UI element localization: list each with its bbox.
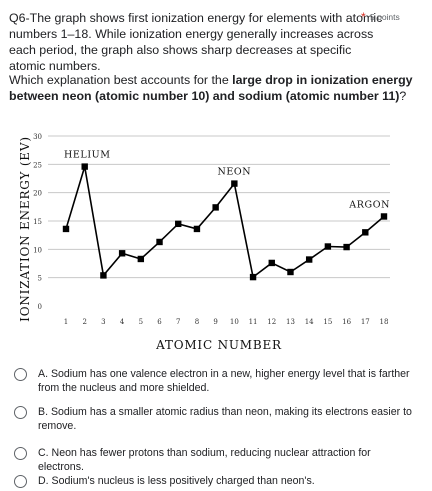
option-b-label: B. Sodium has a smaller atomic radius th… [38, 406, 412, 432]
data-point [156, 238, 163, 246]
question-text: Q6-The graph shows first ionization ener… [9, 11, 383, 73]
data-point [175, 220, 182, 228]
radio-a[interactable] [14, 368, 27, 381]
x-tick-label: 10 [230, 318, 239, 326]
x-tick-label: 14 [305, 318, 314, 326]
annotation-argon: ARGON [348, 199, 390, 210]
prompt-text: Which explanation best accounts for the [9, 73, 233, 87]
y-tick-label: 5 [38, 275, 42, 283]
x-tick-label: 18 [380, 318, 389, 326]
x-tick-label: 15 [323, 318, 332, 326]
option-a-label: A. Sodium has one valence electron in a … [38, 368, 410, 394]
y-axis-label: IONIZATION ENERGY (EV) [20, 136, 32, 322]
x-tick-label: 8 [195, 318, 199, 326]
data-point [81, 163, 88, 170]
option-d[interactable]: D. Sodium's nucleus is less positively c… [14, 474, 412, 488]
y-tick-label: 10 [33, 246, 42, 254]
annotation-helium: HELIUM [64, 150, 111, 161]
data-point [343, 243, 350, 251]
y-tick-label: 0 [38, 303, 42, 311]
points-label: 5 points [370, 12, 400, 22]
option-a[interactable]: A. Sodium has one valence electron in a … [14, 367, 412, 395]
data-point [212, 204, 219, 211]
data-point [62, 225, 70, 233]
x-tick-label: 4 [120, 318, 125, 326]
annotation-neon: NEON [217, 167, 251, 178]
x-tick-label: 11 [249, 318, 258, 326]
radio-b[interactable] [14, 406, 27, 419]
x-tick-label: 3 [101, 318, 105, 326]
y-tick-label: 25 [33, 161, 42, 169]
data-point [324, 243, 332, 250]
data-point [268, 259, 275, 267]
prompt-bold-text: large drop in ionization energy between … [9, 73, 413, 103]
x-axis-label: ATOMIC NUMBER [155, 338, 282, 352]
x-tick-label: 17 [361, 318, 370, 326]
data-point [362, 229, 369, 236]
data-point [287, 268, 294, 276]
data-point [100, 272, 107, 279]
x-tick-label: 5 [139, 318, 143, 326]
data-point [193, 225, 201, 233]
prompt-end: ? [399, 89, 407, 103]
x-tick-label: 7 [176, 318, 180, 326]
x-tick-label: 2 [82, 318, 86, 326]
option-d-label: D. Sodium's nucleus is less positively c… [38, 475, 315, 487]
x-tick-label: 9 [213, 318, 217, 326]
y-tick-label: 20 [33, 190, 42, 198]
question-prompt: Which explanation best accounts for the … [9, 72, 419, 104]
option-b[interactable]: B. Sodium has a smaller atomic radius th… [14, 405, 412, 433]
data-point [305, 256, 313, 263]
data-point [137, 255, 145, 263]
x-tick-label: 6 [157, 318, 162, 326]
x-tick-label: 16 [342, 318, 351, 326]
y-tick-label: 30 [33, 133, 42, 141]
x-tick-label: 1 [64, 318, 68, 326]
data-point [118, 250, 126, 257]
data-point [380, 213, 388, 220]
data-point [231, 180, 238, 187]
option-c-label: C. Neon has fewer protons than sodium, r… [38, 447, 371, 473]
radio-d[interactable] [14, 475, 27, 488]
data-series-line [65, 166, 385, 279]
data-point [249, 273, 257, 281]
x-tick-label: 12 [267, 318, 276, 326]
x-tick-label: 13 [286, 318, 295, 326]
y-tick-label: 15 [33, 218, 42, 226]
radio-c[interactable] [14, 447, 27, 460]
option-c[interactable]: C. Neon has fewer protons than sodium, r… [14, 446, 412, 474]
required-asterisk: * [361, 10, 366, 24]
